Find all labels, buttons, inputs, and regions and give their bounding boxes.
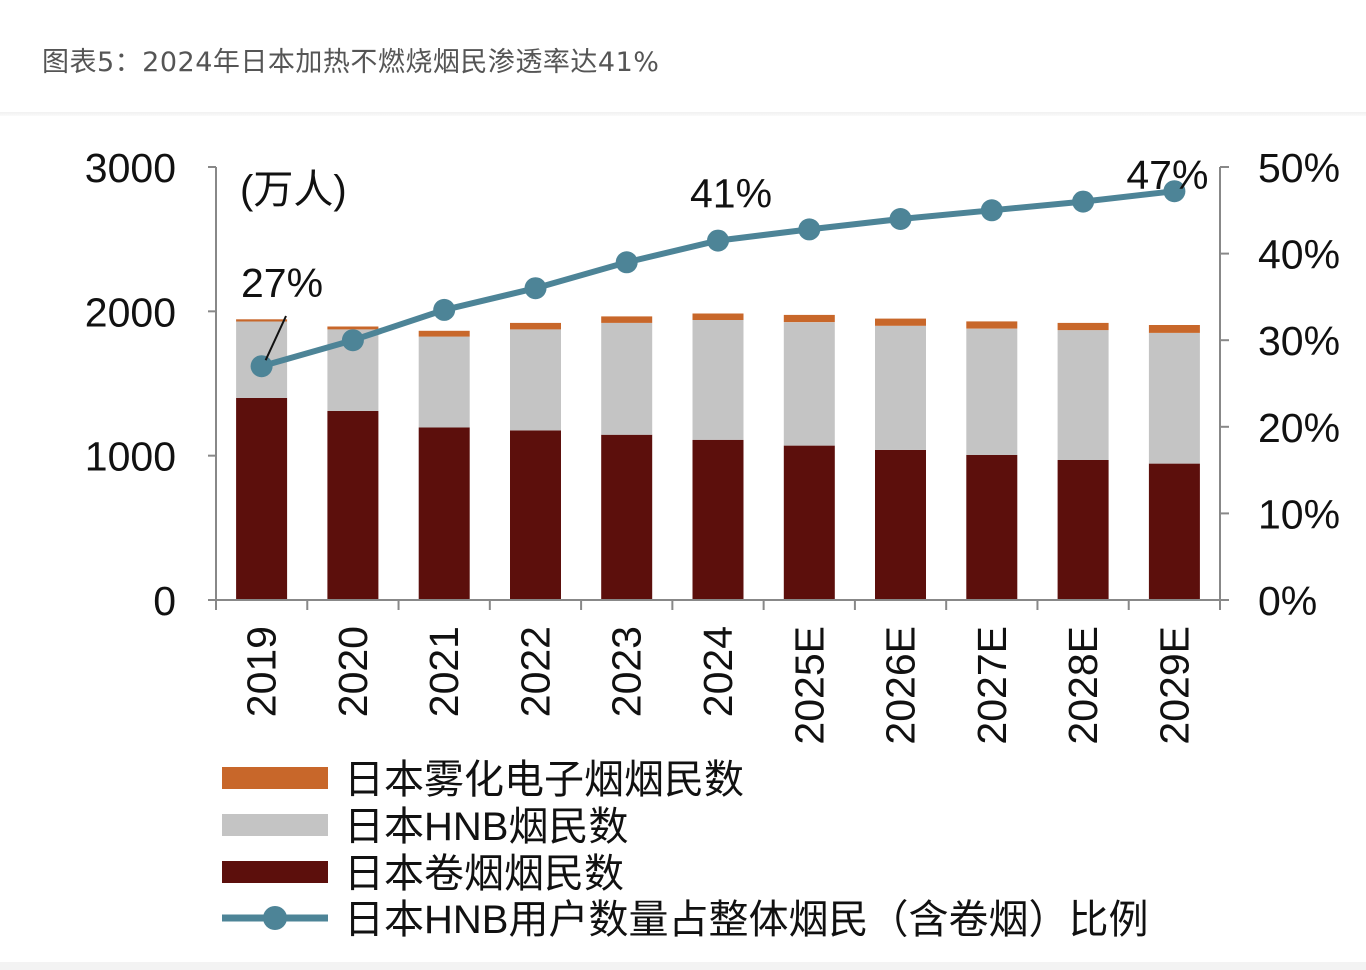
line-point-2026e: [889, 208, 912, 230]
bar-segment-2-2028e: [1057, 322, 1109, 331]
x-tick-label-2023: 2023: [604, 626, 650, 717]
line-point-2028e: [1072, 190, 1095, 213]
line-point-2024: [707, 229, 729, 252]
x-tick-label-2020: 2020: [330, 626, 376, 717]
x-tick-label-2026e: 2026E: [878, 626, 924, 745]
right-tick-label: 50%: [1258, 145, 1340, 191]
bar-segment-1-2027e: [966, 328, 1018, 455]
annotation-2019: 27%: [241, 260, 323, 306]
bar-segment-2-2027e: [966, 321, 1018, 329]
bar-segment-1-2029e: [1148, 333, 1200, 464]
x-tick-label-2027e: 2027E: [969, 626, 1015, 745]
bar-segment-0-2028e: [1057, 460, 1109, 600]
legend-label-0: 日本卷烟烟民数: [344, 852, 624, 896]
bar-segment-2-2021: [418, 330, 470, 337]
bar-segment-1-2025e: [783, 322, 835, 446]
bar-segment-2-2023: [601, 316, 653, 323]
x-tick-label-2024: 2024: [695, 626, 741, 717]
bar-segment-0-2021: [418, 427, 470, 600]
x-tick-label-2022: 2022: [512, 626, 558, 717]
bar-segment-0-2023: [601, 434, 653, 600]
bar-segment-1-2023: [601, 322, 653, 435]
legend-label-2: 日本雾化电子烟烟民数: [344, 758, 744, 802]
left-tick-label: 3000: [85, 145, 176, 191]
labels-layer: (万人) 27% 41% 47%: [240, 152, 1208, 361]
bar-segment-0-2019: [236, 397, 288, 600]
bar-segment-2-2025e: [783, 314, 835, 323]
bar-segment-2-2024: [692, 313, 744, 320]
bars-layer: [236, 313, 1200, 600]
bar-segment-2-2020: [327, 326, 379, 330]
bar-segment-0-2022: [510, 430, 561, 600]
bar-segment-2-2026e: [875, 318, 926, 326]
title-separator: [0, 112, 1366, 116]
bar-segment-1-2022: [510, 329, 561, 431]
bar-segment-0-2024: [692, 439, 744, 600]
line-point-2023: [615, 251, 638, 274]
line-point-2027e: [980, 199, 1003, 222]
legend-swatch-marker-3: [263, 906, 287, 930]
legend-swatch-0: [222, 861, 328, 883]
annotation-2024: 41%: [690, 171, 772, 217]
x-tick-label-2021: 2021: [421, 626, 467, 717]
bar-segment-0-2026e: [875, 449, 926, 600]
legend-label-3: 日本HNB用户数量占整体烟民（含卷烟）比例: [344, 898, 1148, 942]
legend-label-1: 日本HNB烟民数: [344, 805, 628, 849]
page-title: 图表5：2024年日本加热不燃烧烟民渗透率达41%: [42, 47, 660, 78]
legend-layer: 日本雾化电子烟烟民数日本HNB烟民数日本卷烟烟民数日本HNB用户数量占整体烟民（…: [222, 758, 1148, 942]
bar-segment-2-2019: [236, 319, 288, 322]
line-point-2019: [250, 355, 273, 378]
annotation-2029e: 47%: [1126, 152, 1208, 198]
line-point-2021: [433, 298, 456, 321]
line-point-2022: [524, 277, 547, 300]
right-tick-label: 40%: [1258, 232, 1340, 278]
bar-segment-2-2029e: [1148, 325, 1200, 333]
right-tick-label: 20%: [1258, 405, 1340, 451]
right-tick-label: 10%: [1258, 491, 1340, 537]
left-tick-label: 1000: [85, 434, 176, 480]
line-point-2025e: [798, 218, 821, 241]
axes-layer: 0 1000 2000 3000 0% 10% 20% 30% 40% 50% 2019 2020 20…: [85, 145, 1340, 745]
left-tick-label: 2000: [85, 289, 176, 335]
bar-segment-1-2024: [692, 320, 744, 440]
x-tick-label-2029e: 2029E: [1151, 626, 1197, 745]
bar-segment-1-2026e: [875, 325, 926, 450]
bar-segment-2-2022: [510, 322, 561, 330]
bar-segment-0-2029e: [1148, 463, 1200, 600]
bar-segment-0-2020: [327, 410, 379, 600]
unit-label: (万人): [240, 168, 347, 212]
legend-swatch-2: [222, 767, 328, 789]
bar-segment-0-2027e: [966, 454, 1018, 600]
line-layer: [250, 180, 1186, 378]
bar-segment-1-2021: [418, 336, 470, 428]
x-tick-label-2028e: 2028E: [1060, 626, 1106, 745]
bar-segment-0-2025e: [783, 445, 835, 600]
bar-segment-1-2028e: [1057, 330, 1109, 460]
x-tick-label-2025e: 2025E: [786, 626, 832, 745]
line-point-2020: [341, 329, 364, 352]
annotation-leader-2019: [264, 315, 287, 361]
line-point-2029e: [1163, 180, 1186, 203]
x-tick-label-2019: 2019: [239, 626, 285, 717]
bottom-strip: [0, 962, 1366, 970]
right-tick-label: 0%: [1258, 578, 1317, 624]
left-tick-label: 0: [153, 578, 176, 624]
legend-swatch-1: [222, 814, 328, 836]
right-tick-label: 30%: [1258, 318, 1340, 364]
